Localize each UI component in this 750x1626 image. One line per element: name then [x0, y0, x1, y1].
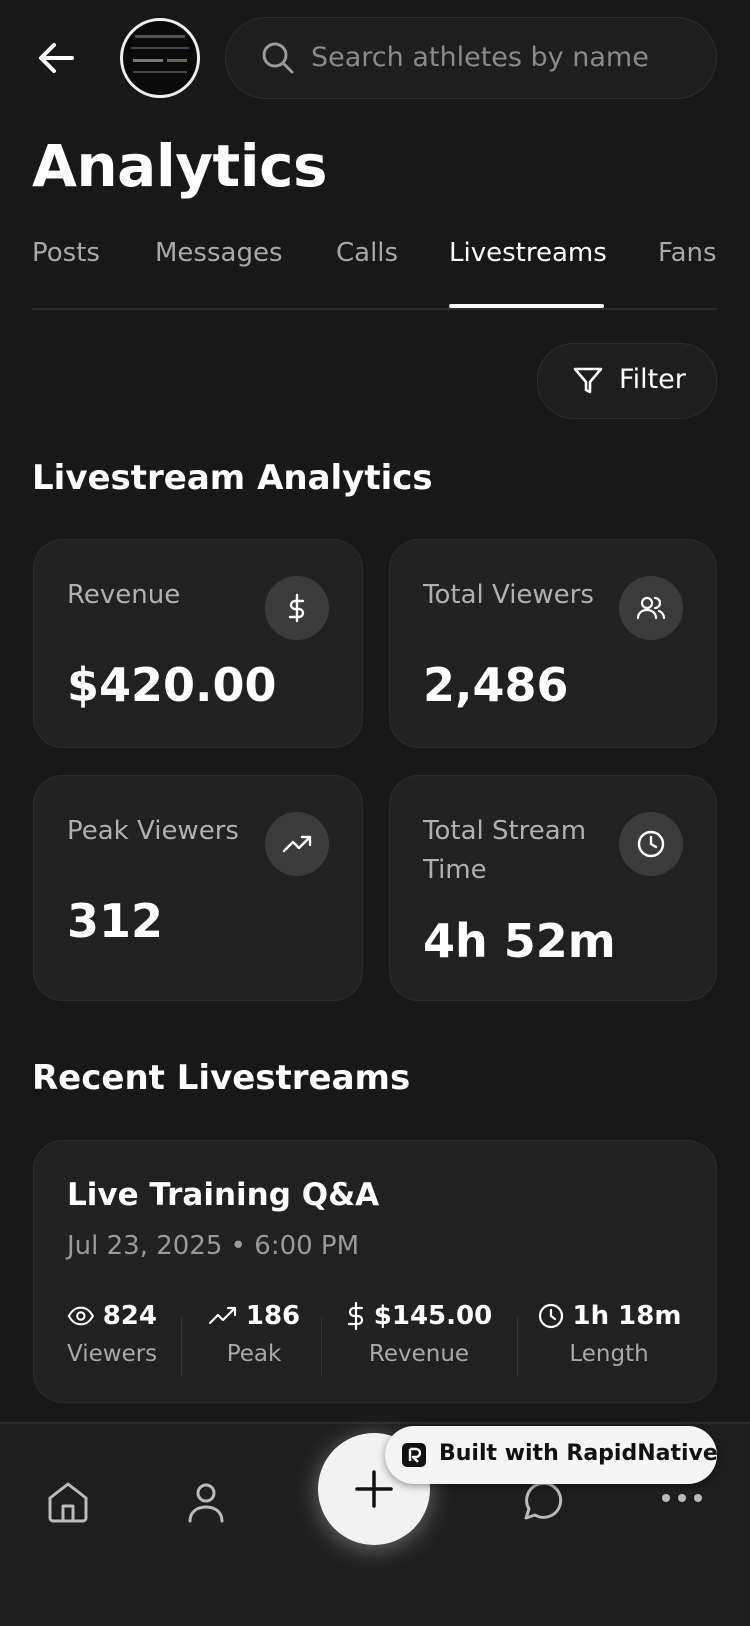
messages-tab[interactable] [520, 1480, 564, 1524]
tab[interactable]: Fans [658, 238, 717, 268]
badge-label: Built with RapidNative [439, 1441, 718, 1466]
profile-tab[interactable] [184, 1480, 228, 1524]
tab[interactable]: Posts [32, 238, 100, 268]
badge-logo [402, 1443, 426, 1467]
active-tab-indicator [449, 304, 604, 308]
metric-value: $145.00 [373, 1301, 493, 1331]
more-tab[interactable] [660, 1488, 704, 1508]
stat-icon [265, 812, 329, 876]
metric-value: 824 [102, 1301, 157, 1331]
section-title: Recent Livestreams [32, 1058, 411, 1098]
avatar-image [131, 35, 189, 73]
stat-label: Total Viewers [423, 580, 594, 610]
stat-value: 312 [67, 894, 164, 948]
stat-value: 4h 52m [423, 914, 616, 968]
stat-icon [619, 576, 683, 640]
metric-value: 1h 18m [572, 1301, 682, 1331]
stream-date: Jul 23, 2025 • 6:00 PM [67, 1231, 360, 1261]
stream-metric: 1h 18m Length [534, 1301, 684, 1367]
filter-label: Filter [619, 364, 686, 395]
stat-value: $420.00 [67, 658, 277, 712]
stat-card: Total Stream Time 4h 52m [389, 775, 717, 1001]
stat-label: Total Stream Time [423, 816, 587, 885]
metric-label: Viewers [67, 1341, 158, 1367]
stat-label: Peak Viewers [67, 816, 239, 846]
search-icon [262, 42, 294, 74]
metric-separator [517, 1317, 518, 1377]
tab[interactable]: Messages [155, 238, 283, 268]
home-tab[interactable] [46, 1480, 90, 1524]
built-with-badge[interactable]: Built with RapidNative [385, 1426, 718, 1484]
stream-title: Live Training Q&A [67, 1177, 380, 1213]
filter-icon [573, 367, 603, 394]
stat-card: Total Viewers 2,486 [389, 539, 717, 748]
stat-value: 2,486 [423, 658, 569, 712]
section-title: Livestream Analytics [32, 458, 433, 498]
metric-separator [321, 1317, 322, 1377]
stat-label: Revenue [67, 580, 181, 610]
filter-button[interactable]: Filter [537, 343, 717, 419]
search-bar[interactable]: Search athletes by name [225, 17, 717, 99]
metric-separator [181, 1317, 182, 1377]
stat-card: Peak Viewers 312 [33, 775, 363, 1001]
metric-value: 186 [245, 1301, 301, 1331]
metric-label: Length [569, 1341, 649, 1367]
stat-card: Revenue $420.00 [33, 539, 363, 748]
tab-divider [32, 308, 717, 310]
stream-card[interactable]: Live Training Q&A Jul 23, 2025 • 6:00 PM… [33, 1140, 717, 1403]
stat-icon [265, 576, 329, 640]
metric-label: Revenue [368, 1341, 470, 1367]
stat-icon [619, 812, 683, 876]
stream-metric: 186 Peak [204, 1301, 304, 1367]
back-button[interactable] [36, 38, 76, 78]
stream-metric: 824 Viewers [67, 1301, 157, 1367]
tab[interactable]: Calls [336, 238, 399, 268]
page-title: Analytics [32, 132, 328, 200]
avatar[interactable] [120, 18, 200, 98]
stream-metric: $145.00 Revenue [339, 1301, 499, 1367]
metric-label: Peak [226, 1341, 282, 1367]
tab[interactable]: Livestreams [449, 238, 607, 268]
search-placeholder: Search athletes by name [311, 42, 649, 73]
